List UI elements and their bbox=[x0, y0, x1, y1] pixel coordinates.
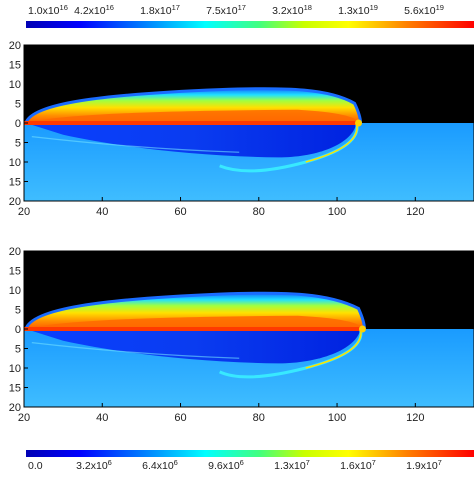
top-colorbar-gradient bbox=[26, 21, 474, 28]
colorbar-tick-label: 4.2x1016 bbox=[74, 3, 114, 17]
x-tick-label: 100 bbox=[328, 206, 346, 218]
x-tick-label: 60 bbox=[174, 412, 186, 424]
colorbar-tick-label: 1.9x107 bbox=[406, 458, 442, 472]
colorbar-tick-label: 1.3x107 bbox=[274, 458, 310, 472]
y-tick-label: 15 bbox=[9, 177, 21, 189]
y-tick-label: 20 bbox=[9, 402, 21, 414]
shock-front-core bbox=[305, 328, 362, 369]
density-core bbox=[25, 109, 359, 123]
axis-hot-line bbox=[24, 121, 361, 125]
y-tick-label: 15 bbox=[9, 383, 21, 395]
y-tick-label: 10 bbox=[9, 363, 21, 375]
y-tick-label: 10 bbox=[9, 285, 21, 297]
colorbar-tick-label: 1.8x1017 bbox=[140, 3, 180, 17]
x-tick-label: 80 bbox=[253, 206, 265, 218]
colorbar-tick-label: 0.0 bbox=[28, 460, 43, 472]
colorbar-tick-label: 6.4x106 bbox=[142, 458, 178, 472]
density-core bbox=[25, 315, 363, 329]
y-tick-label: 5 bbox=[15, 305, 21, 317]
colorbar-tick-label: 1.3x1019 bbox=[338, 3, 378, 17]
y-tick-label: 10 bbox=[9, 79, 21, 91]
y-tick-label: 10 bbox=[9, 157, 21, 169]
colorbar-tick-label: 1.6x107 bbox=[340, 458, 376, 472]
wake-streak bbox=[31, 342, 240, 359]
temperature-wake-lower bbox=[25, 123, 357, 158]
x-tick-label: 120 bbox=[406, 206, 424, 218]
x-tick-label: 60 bbox=[174, 206, 186, 218]
colorbar-tick-label: 7.5x1017 bbox=[206, 3, 246, 17]
y-tick-label: 20 bbox=[9, 40, 21, 52]
y-tick-label: 0 bbox=[15, 118, 21, 130]
wake-streak bbox=[31, 136, 240, 153]
top-colorbar: 1.0x1016 4.2x1016 1.8x1017 7.5x1017 3.2x1018… bbox=[26, 3, 474, 28]
y-tick-label: 20 bbox=[9, 246, 21, 258]
x-tick-label: 20 bbox=[18, 206, 30, 218]
x-tick-label: 80 bbox=[253, 412, 265, 424]
bottom-colorbar-gradient bbox=[26, 450, 474, 457]
x-tick-label: 40 bbox=[96, 412, 108, 424]
bottom-colorbar: 0.0 3.2x106 6.4x106 9.6x106 1.3x107 1.6x107 1.… bbox=[26, 450, 474, 472]
axis-hot-line bbox=[24, 327, 365, 331]
x-tick-label: 100 bbox=[328, 412, 346, 424]
y-tick-label: 15 bbox=[9, 266, 21, 278]
y-tick-label: 5 bbox=[15, 138, 21, 150]
plume-tip bbox=[355, 119, 363, 127]
plume-tip bbox=[358, 325, 366, 333]
temperature-wake-lower bbox=[25, 329, 361, 364]
y-tick-label: 5 bbox=[15, 344, 21, 356]
colorbar-tick-label: 3.2x1018 bbox=[272, 3, 312, 17]
colorbar-tick-label: 3.2x106 bbox=[76, 458, 112, 472]
colorbar-tick-label: 5.6x1019 bbox=[404, 3, 444, 17]
shock-front-core bbox=[305, 122, 358, 163]
colorbar-tick-label: 1.0x1016 bbox=[28, 3, 68, 17]
y-tick-label: 15 bbox=[9, 60, 21, 72]
colorbar-tick-label: 9.6x106 bbox=[208, 458, 244, 472]
x-tick-label: 40 bbox=[96, 206, 108, 218]
x-tick-label: 20 bbox=[18, 412, 30, 424]
x-tick-label: 120 bbox=[406, 412, 424, 424]
y-tick-label: 0 bbox=[15, 324, 21, 336]
y-tick-label: 20 bbox=[9, 196, 21, 208]
y-tick-label: 5 bbox=[15, 99, 21, 111]
